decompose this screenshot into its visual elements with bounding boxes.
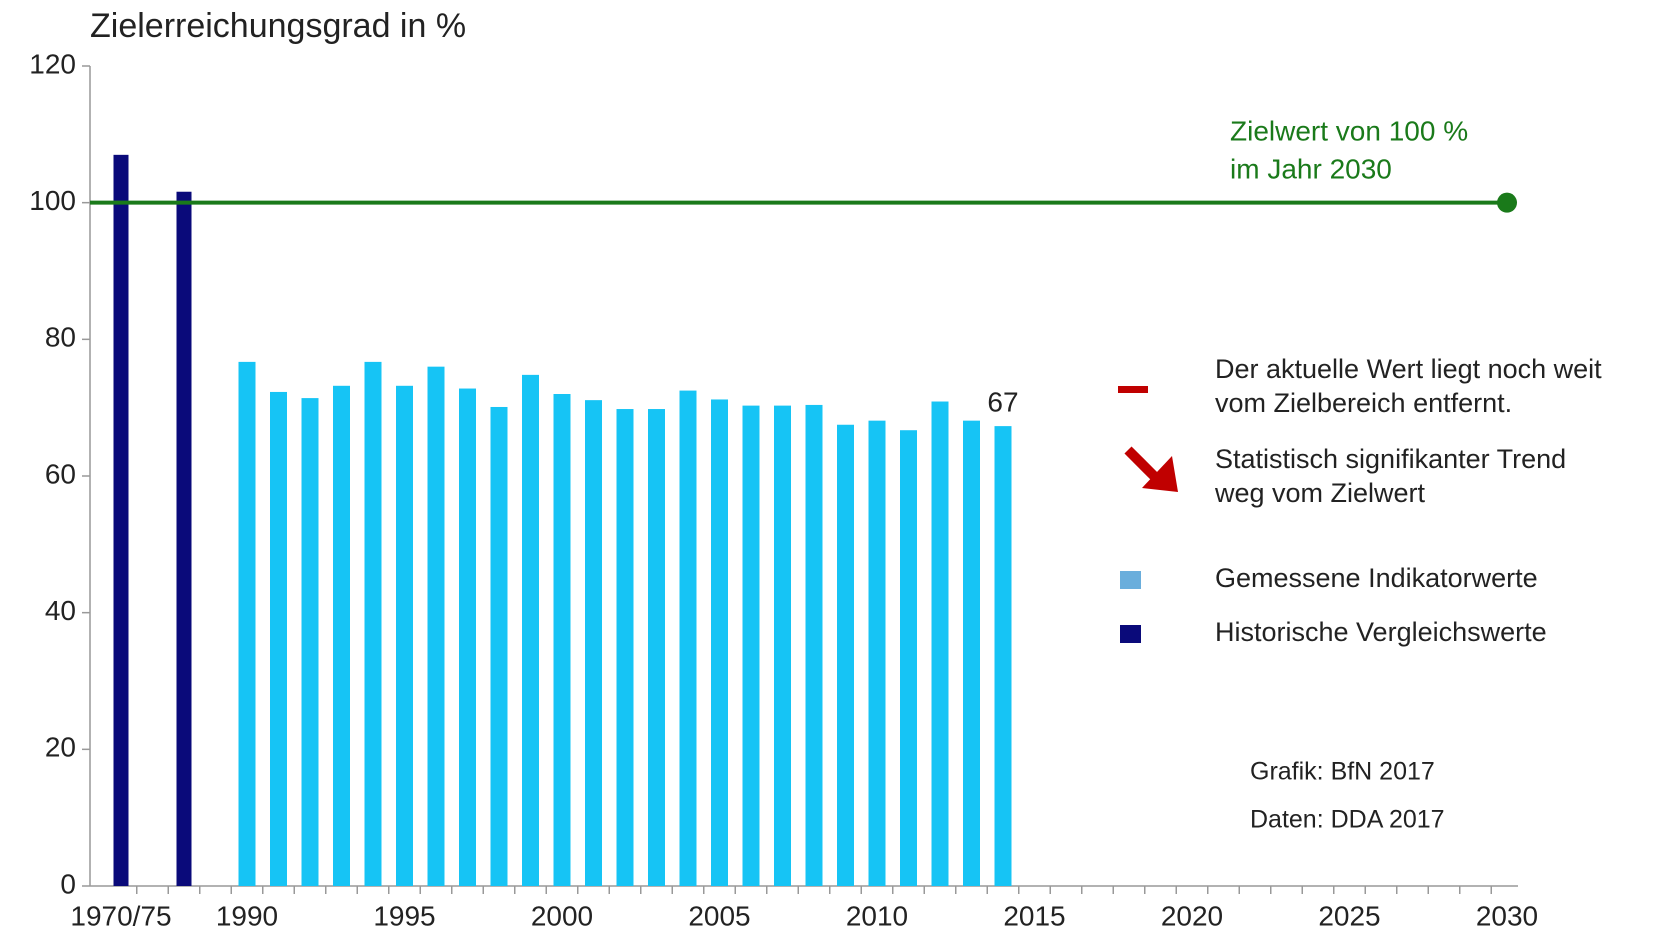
x-tick-label: 1970/75 (70, 900, 171, 931)
status-text: vom Zielbereich entfernt. (1215, 388, 1512, 418)
target-point (1497, 192, 1517, 213)
y-tick-label: 20 (45, 732, 76, 763)
value-label: 67 (987, 387, 1018, 418)
source-text: Daten: DDA 2017 (1250, 806, 1445, 834)
bar (805, 404, 823, 886)
bar (396, 385, 413, 886)
x-tick-label: 2010 (846, 900, 908, 931)
source-text: Grafik: BfN 2017 (1250, 758, 1435, 786)
bar (711, 399, 728, 886)
x-tick-label: 2020 (1161, 900, 1223, 931)
bar (553, 394, 571, 886)
bar (270, 391, 287, 886)
bar (931, 401, 949, 886)
x-tick-label: 2015 (1003, 900, 1065, 931)
status-text: Der aktuelle Wert liegt noch weit (1215, 354, 1602, 384)
bar (648, 409, 665, 886)
chart-title: Zielerreichungsgrad in % (90, 7, 466, 45)
y-tick-label: 80 (45, 322, 76, 353)
bar (176, 191, 192, 886)
bar (900, 430, 917, 886)
status-text: weg vom Zielwert (1214, 478, 1426, 508)
legend-label: Historische Vergleichswerte (1215, 617, 1547, 647)
bar (364, 361, 382, 887)
bar (868, 420, 886, 886)
x-tick-label: 2005 (688, 900, 750, 931)
bar (679, 390, 697, 886)
bar (301, 398, 319, 886)
x-tick-label: 2025 (1318, 900, 1380, 931)
bar (742, 405, 760, 886)
x-tick-label: 1995 (373, 900, 435, 931)
target-label: im Jahr 2030 (1230, 153, 1392, 184)
y-tick-label: 0 (60, 868, 76, 899)
y-tick-label: 60 (45, 458, 76, 489)
y-tick-label: 120 (29, 48, 76, 79)
bar (774, 405, 791, 886)
bar (994, 426, 1012, 886)
target-label: Zielwert von 100 % (1230, 115, 1468, 146)
legend-swatch (1120, 571, 1141, 589)
bar (585, 400, 602, 886)
status-symbol (1124, 446, 1160, 482)
x-tick-label: 2030 (1476, 900, 1538, 931)
bar (238, 361, 256, 887)
bar (427, 366, 445, 887)
x-tick-label: 2000 (531, 900, 593, 931)
y-tick-label: 40 (45, 595, 76, 626)
status-symbol (1142, 456, 1178, 492)
y-tick-label: 100 (29, 185, 76, 216)
status-symbol (1118, 386, 1148, 393)
bar (333, 385, 350, 886)
status-text: Statistisch signifikanter Trend (1215, 444, 1566, 474)
legend-swatch (1120, 625, 1141, 643)
legend-label: Gemessene Indikatorwerte (1215, 563, 1538, 593)
bar (490, 406, 508, 886)
bar (837, 424, 854, 886)
bar (459, 388, 476, 886)
x-tick-label: 1990 (216, 900, 278, 931)
bar (616, 409, 634, 886)
bar (113, 154, 129, 887)
bar (963, 420, 980, 886)
bar (522, 374, 539, 886)
